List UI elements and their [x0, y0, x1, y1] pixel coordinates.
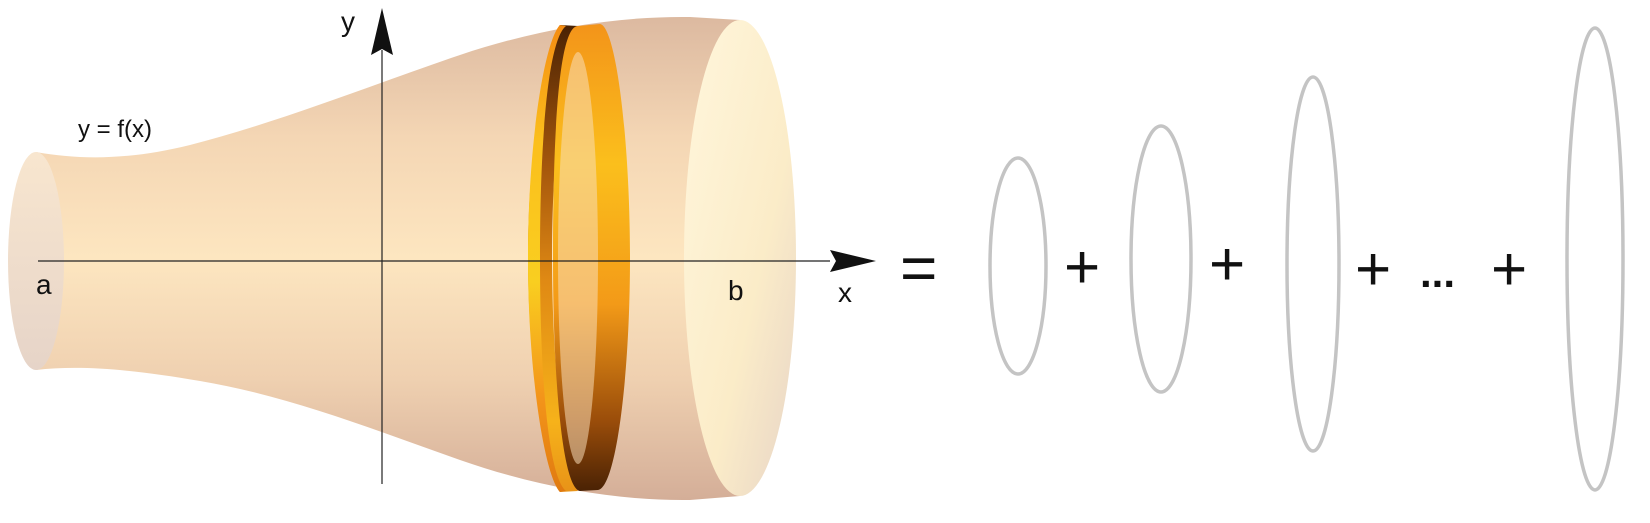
solid-of-revolution [36, 16, 740, 501]
upper-bound-label: b [728, 275, 744, 306]
function-label: y = f(x) [78, 116, 152, 143]
slice-ring-inner-hole [558, 52, 598, 464]
equals-sign: = [900, 232, 937, 304]
slice-ring-left-edge [528, 25, 566, 492]
disk-1 [988, 156, 1048, 376]
slice-ring [528, 24, 630, 492]
disk-3 [1285, 75, 1341, 453]
plus-sign-4: + [1491, 235, 1527, 304]
left-end-cap [8, 152, 64, 370]
x-axis-arrowhead [830, 250, 876, 272]
x-axis-label: x [838, 277, 852, 308]
plus-sign-2: + [1209, 230, 1245, 299]
disk-4 [1565, 26, 1625, 492]
plus-sign-1: + [1064, 233, 1100, 302]
plus-sign-3: + [1355, 235, 1391, 304]
disk-2 [1129, 124, 1193, 394]
y-axis-arrowhead [371, 8, 393, 55]
right-end-cap [684, 20, 796, 496]
lower-bound-label: a [36, 269, 52, 300]
ellipsis: ... [1420, 249, 1455, 296]
y-axis-label: y [341, 6, 355, 37]
